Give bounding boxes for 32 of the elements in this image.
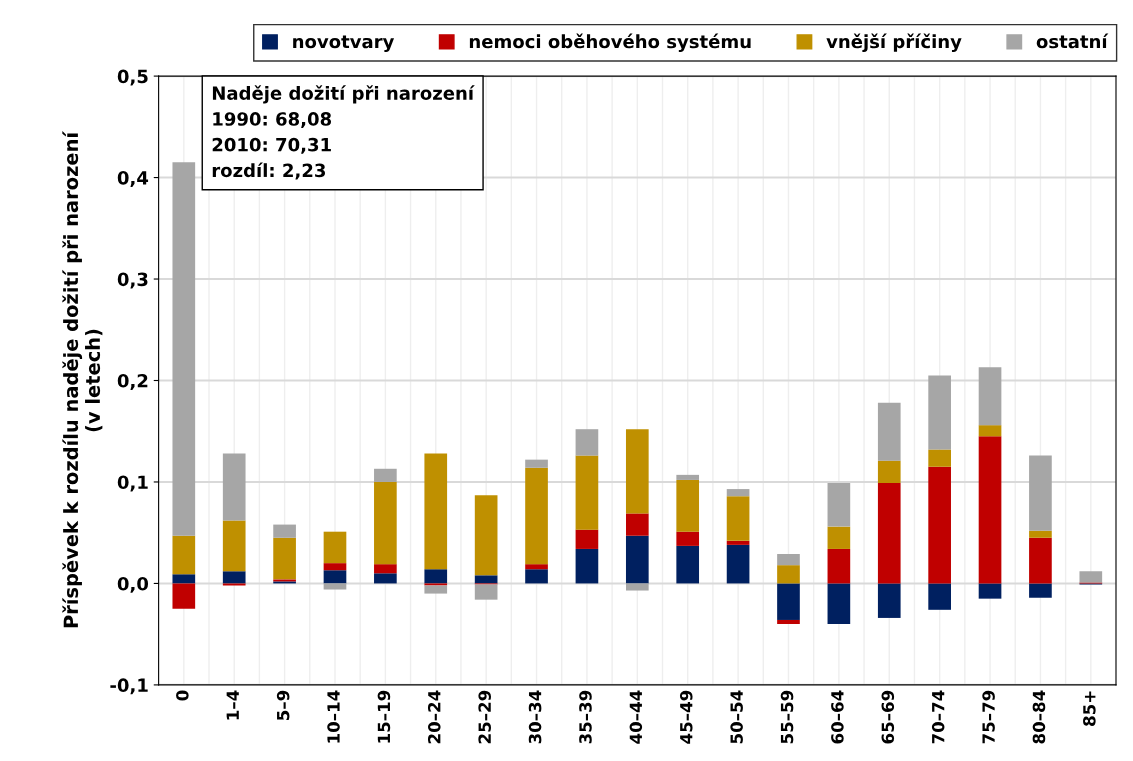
x-tick-label: 50–54: [730, 690, 743, 744]
y-tick-label: 0,5: [117, 69, 148, 86]
x-tick-label: 65–69: [881, 690, 895, 744]
x-tick-label: 25–29: [478, 690, 491, 744]
x-tick-label: 15–19: [377, 690, 391, 743]
y-tick-label: 0,1: [117, 475, 148, 492]
x-tick-label: 1–4: [226, 690, 239, 720]
x-tick-label: 60–64: [831, 690, 844, 744]
y-axis-title: Příspěvek k rozdílu naděje dožití při narození (v letech): [62, 131, 103, 628]
legend-label: ostatní: [1036, 33, 1109, 49]
legend-label: vnější příčiny: [826, 33, 962, 52]
x-tick-label: 30–34: [528, 690, 542, 744]
x-tick-label: 20–24: [427, 690, 441, 744]
x-tick-label: 5–9: [276, 690, 290, 720]
x-tick-label: 10–14: [327, 690, 340, 743]
y-tick-label: 0,3: [117, 272, 148, 289]
x-tick-label: 80–84: [1032, 690, 1046, 744]
y-tick-label: 0,4: [117, 171, 149, 187]
legend-label: nemoci oběhového systému: [469, 33, 751, 52]
x-tick-label: 40–44: [629, 690, 643, 744]
legend-label: novotvary: [293, 35, 395, 52]
x-tick-label: 75–79: [982, 690, 995, 744]
annotation: Naděje dožití při narození 1990: 68,08 2010: 70,31 rozdíl: 2,23: [212, 85, 475, 180]
x-tick-label: 85+: [1083, 691, 1096, 726]
y-tick-label: 0,0: [117, 576, 149, 593]
x-tick-label: 55–59: [780, 690, 794, 744]
x-tick-label: 70–74: [931, 690, 945, 744]
x-tick-label: 35–39: [579, 690, 592, 744]
y-tick-label: -0,1: [110, 678, 148, 695]
y-tick-label: 0,2: [117, 373, 148, 390]
x-tick-label: 45–49: [679, 690, 693, 744]
x-tick-label: 0: [176, 690, 189, 701]
